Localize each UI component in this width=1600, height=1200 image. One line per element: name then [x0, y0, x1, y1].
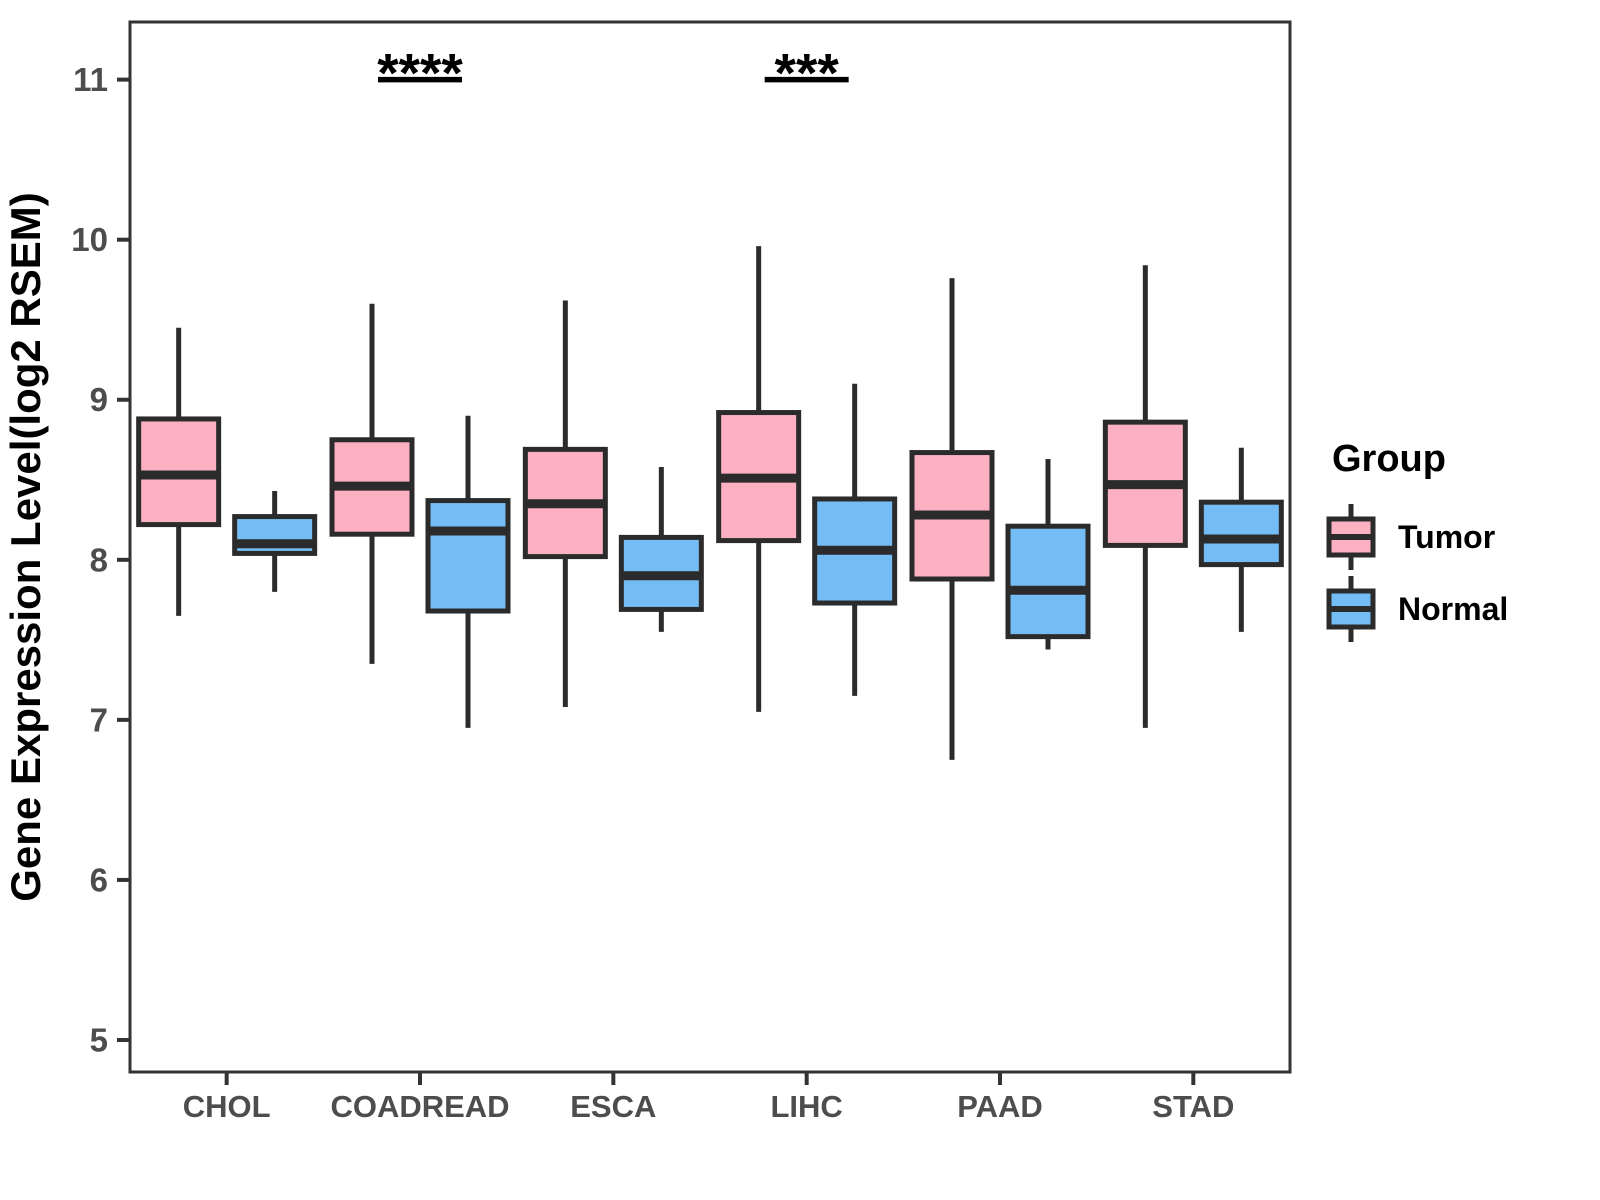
y-tick-label: 8	[90, 541, 108, 578]
x-tick-label: LIHC	[771, 1089, 843, 1124]
box-normal-PAAD	[1005, 523, 1091, 640]
x-tick-label: STAD	[1152, 1089, 1234, 1124]
y-tick-label: 7	[90, 701, 108, 738]
y-tick-label: 10	[71, 221, 108, 258]
panel-border	[128, 20, 1292, 1074]
x-tick-label: ESCA	[570, 1089, 656, 1124]
legend-label-normal: Normal	[1398, 590, 1509, 627]
box-normal-STAD	[1198, 499, 1284, 568]
x-tick-label: CHOL	[183, 1089, 271, 1124]
y-tick-label: 9	[90, 381, 108, 418]
legend-entry-normal: Normal	[1322, 573, 1592, 645]
legend: Group Tumor Normal	[1322, 438, 1592, 645]
legend-entry-tumor: Tumor	[1322, 501, 1592, 573]
tumor-boxplot-glyph-icon	[1326, 504, 1376, 570]
legend-label-tumor: Tumor	[1398, 518, 1496, 555]
normal-boxplot-glyph-icon	[1326, 576, 1376, 642]
y-tick-label: 11	[73, 61, 108, 98]
y-tick-label: 5	[90, 1021, 108, 1058]
legend-title: Group	[1332, 438, 1446, 480]
significance-stars-COADREAD: ****	[377, 42, 463, 104]
x-tick-label: COADREAD	[330, 1089, 509, 1124]
plot-area: 5 6 7 8 9 10 11 CHOL COADREAD ESCA LIHC PAAD STAD ***…	[71, 20, 1292, 1124]
box-normal-COADREAD	[425, 498, 511, 614]
y-axis-title: Gene Expression Level(log2 RSEM)	[2, 192, 49, 902]
y-tick-label: 6	[90, 861, 108, 898]
x-tick-label: PAAD	[957, 1089, 1043, 1124]
significance-stars-LIHC: ***	[775, 42, 840, 104]
